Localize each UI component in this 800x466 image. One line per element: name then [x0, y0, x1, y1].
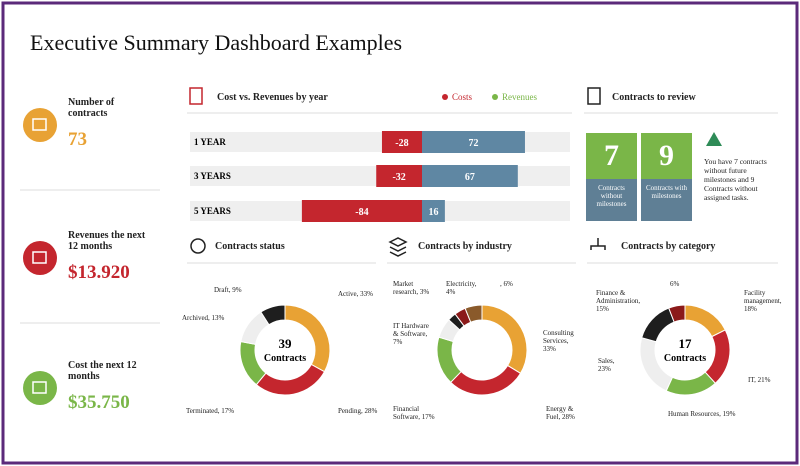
center-value: 39: [279, 336, 293, 351]
kpi-glyph: [32, 381, 47, 394]
bar-label: -28: [395, 138, 408, 149]
donut-slice: [449, 364, 522, 396]
donut-slice: [641, 307, 675, 343]
category-label: 3 YEARS: [194, 171, 231, 181]
slice-label: Electricity, 4%: [446, 280, 477, 296]
bar-label: 16: [428, 207, 438, 218]
donut-slice: [665, 371, 717, 396]
kpi-label: Number of contracts: [68, 97, 115, 119]
legend-dot: [492, 94, 498, 100]
warning-icon: [706, 132, 722, 146]
slice-label: Active, 33%: [338, 290, 373, 298]
kpi-glyph: [32, 251, 47, 264]
section-title: Contracts status: [215, 241, 285, 252]
donut-slice: [704, 329, 731, 384]
section-title: Contracts by category: [621, 241, 716, 252]
bar-label: -84: [355, 207, 368, 218]
icon: [587, 87, 601, 105]
slice-label: Terminated, 17%: [186, 407, 235, 415]
page-title: Executive Summary Dashboard Examples: [30, 30, 402, 55]
tile-label: Contracts with milestones: [645, 184, 688, 200]
slice-label: IT, 21%: [748, 376, 771, 384]
donut-slice: [436, 336, 462, 384]
kpi-icon: [23, 108, 57, 142]
bar: [422, 200, 445, 222]
kpi-icon: [23, 241, 57, 275]
slice-label: Sales, 23%: [598, 357, 615, 373]
bar: [422, 165, 518, 187]
slice-label: Facility management, 18%: [744, 289, 782, 313]
category-label: 1 YEAR: [194, 137, 226, 147]
slice-label: Pending, 28%: [338, 407, 378, 415]
slice-label: Archived, 13%: [182, 314, 225, 322]
bar: [381, 131, 422, 153]
bar-label: 67: [465, 172, 475, 183]
donut-slice: [684, 304, 726, 338]
legend-label: Costs: [452, 92, 473, 102]
tile-top: [586, 133, 637, 179]
slice-label: Human Resources, 19%: [668, 410, 736, 418]
slice-label: Finance & Administration, 15%: [596, 289, 641, 313]
donut-slice: [668, 304, 686, 323]
category-label: 5 YEARS: [194, 206, 231, 216]
donut-slice: [481, 304, 528, 375]
slice-label: Consulting Services, 33%: [543, 329, 574, 353]
donut-slice: [260, 304, 286, 326]
legend-dot: [442, 94, 448, 100]
slice-label: 6%: [670, 280, 680, 288]
slice-label: Draft, 9%: [214, 286, 242, 294]
tile-label: Contracts without milestones: [596, 184, 627, 208]
icon: [189, 87, 203, 105]
icon: [590, 238, 606, 250]
slice-label: Financial Software, 17%: [393, 405, 435, 421]
kpi-label: Revenues the next 12 months: [68, 230, 146, 252]
kpi-value: $13.920: [68, 262, 130, 283]
bar: [301, 200, 422, 222]
section-title: Contracts to review: [612, 92, 696, 103]
tile-value: 7: [604, 139, 619, 172]
tile-bottom: [586, 179, 637, 221]
bar-label: 72: [468, 138, 478, 149]
bar: [422, 131, 525, 153]
icon: [388, 237, 408, 257]
section-title: Cost vs. Revenues by year: [217, 92, 328, 103]
donut-slice: [239, 340, 267, 386]
section-title: Contracts by industry: [418, 241, 512, 252]
slice-label: Energy & Fuel, 28%: [546, 405, 575, 421]
slice-label: , 6%: [500, 280, 513, 288]
tile-bottom: [641, 179, 692, 221]
center-label: Contracts: [264, 353, 306, 364]
kpi-value: $35.750: [68, 392, 130, 413]
review-note: You have 7 contracts without future mile…: [704, 157, 767, 202]
center-label: Contracts: [664, 353, 706, 364]
kpi-value: 73: [68, 129, 87, 150]
icons: [189, 87, 722, 257]
legend-label: Revenues: [502, 92, 537, 102]
slice-label: Market research, 3%: [393, 280, 430, 296]
icon: [190, 238, 206, 254]
donut-slice: [639, 337, 674, 392]
kpi-icon: [23, 371, 57, 405]
donut-slice: [255, 363, 326, 396]
tile-top: [641, 133, 692, 179]
tile-value: 9: [659, 139, 674, 172]
kpi-label: Cost the next 12 months: [68, 360, 137, 382]
bar: [376, 165, 422, 187]
donut-slice: [464, 304, 483, 323]
bar-label: -32: [392, 172, 405, 183]
center-value: 17: [679, 336, 693, 351]
slice-label: IT Hardware & Software, 7%: [393, 322, 429, 346]
kpi-glyph: [32, 118, 47, 131]
